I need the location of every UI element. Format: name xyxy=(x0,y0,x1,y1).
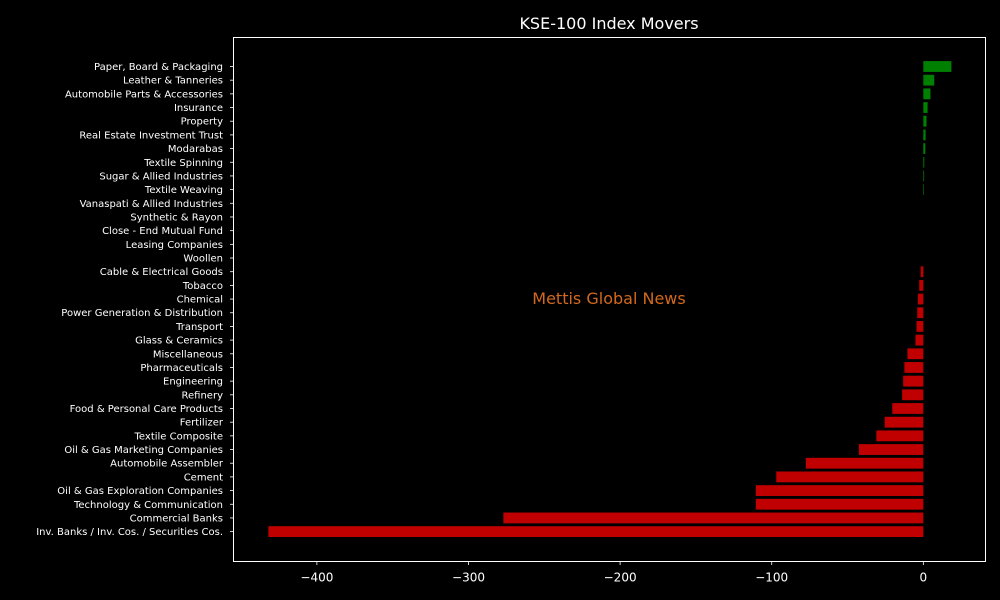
bar xyxy=(923,102,928,113)
watermark-text: Mettis Global News xyxy=(532,289,685,308)
bar xyxy=(917,307,924,319)
category-label: Textile Spinning xyxy=(143,158,223,169)
bar xyxy=(923,129,926,141)
category-label: Food & Personal Care Products xyxy=(70,404,223,415)
bar xyxy=(923,170,925,182)
category-label: Leather & Tanneries xyxy=(123,76,223,87)
plot-frame xyxy=(233,37,986,562)
category-label: Transport xyxy=(175,322,223,333)
bar xyxy=(915,334,924,346)
category-label: Commercial Banks xyxy=(130,513,223,524)
bar xyxy=(805,457,924,469)
x-tick-label: −400 xyxy=(300,571,333,585)
bar xyxy=(876,430,924,442)
category-label: Vanaspati & Allied Industries xyxy=(80,199,223,210)
category-label: Textile Weaving xyxy=(144,185,223,196)
bar xyxy=(923,61,952,72)
category-label: Pharmaceuticals xyxy=(140,363,223,374)
bar xyxy=(858,444,924,455)
bar xyxy=(917,293,924,305)
x-tick-label: 0 xyxy=(920,571,928,585)
x-tick-label: −300 xyxy=(452,571,485,585)
bar xyxy=(503,512,924,524)
x-tick-label: −200 xyxy=(604,571,637,585)
category-label: Textile Composite xyxy=(134,431,223,442)
category-label: Sugar & Allied Industries xyxy=(99,171,223,182)
category-label: Woollen xyxy=(183,254,223,265)
category-label: Technology & Communication xyxy=(73,500,223,511)
category-label: Cement xyxy=(184,472,223,483)
bar xyxy=(268,526,924,538)
category-label: Tobacco xyxy=(182,281,223,292)
x-tick-label: −100 xyxy=(755,571,788,585)
category-label: Oil & Gas Marketing Companies xyxy=(64,445,223,456)
category-label: Miscellaneous xyxy=(153,349,223,360)
category-label: Cable & Electrical Goods xyxy=(100,267,223,278)
category-label: Property xyxy=(181,117,223,128)
category-label: Synthetic & Rayon xyxy=(130,212,223,223)
category-label: Refinery xyxy=(182,390,224,401)
category-label: Modarabas xyxy=(168,144,223,155)
bar xyxy=(755,498,924,510)
category-label: Automobile Parts & Accessories xyxy=(65,89,223,100)
category-label: Inv. Banks / Inv. Cos. / Securities Cos. xyxy=(36,527,223,538)
bar xyxy=(916,321,924,332)
bar xyxy=(923,74,935,86)
bar xyxy=(903,375,924,387)
bar xyxy=(892,403,924,414)
bar xyxy=(904,362,924,373)
category-label: Glass & Ceramics xyxy=(135,336,223,347)
category-label: Fertilizer xyxy=(180,418,224,429)
chart-title: KSE-100 Index Movers xyxy=(519,14,698,33)
category-label: Oil & Gas Exploration Companies xyxy=(57,486,223,497)
bar xyxy=(755,485,924,496)
bar xyxy=(923,156,925,168)
bar xyxy=(923,88,931,100)
category-label: Paper, Board & Packaging xyxy=(94,62,223,73)
bar xyxy=(776,471,924,483)
bar xyxy=(923,115,927,127)
category-label: Chemical xyxy=(177,295,223,306)
category-label: Power Generation & Distribution xyxy=(61,308,223,319)
category-label: Engineering xyxy=(163,377,223,388)
category-label: Close - End Mutual Fund xyxy=(102,226,223,237)
bar xyxy=(919,279,924,291)
bars-group xyxy=(268,61,952,538)
bar xyxy=(920,266,924,278)
bar xyxy=(923,184,924,196)
category-labels: Paper, Board & Packaging Leather & Tanner… xyxy=(36,62,234,538)
category-label: Automobile Assembler xyxy=(110,459,224,470)
bar xyxy=(902,389,924,401)
bar xyxy=(884,416,924,428)
category-label: Leasing Companies xyxy=(126,240,223,251)
bar xyxy=(907,348,924,360)
category-label: Insurance xyxy=(174,103,223,114)
x-axis-ticks: −400 −300 −200 −100 0 xyxy=(300,561,928,585)
bar xyxy=(923,143,926,154)
category-label: Real Estate Investment Trust xyxy=(79,130,223,141)
